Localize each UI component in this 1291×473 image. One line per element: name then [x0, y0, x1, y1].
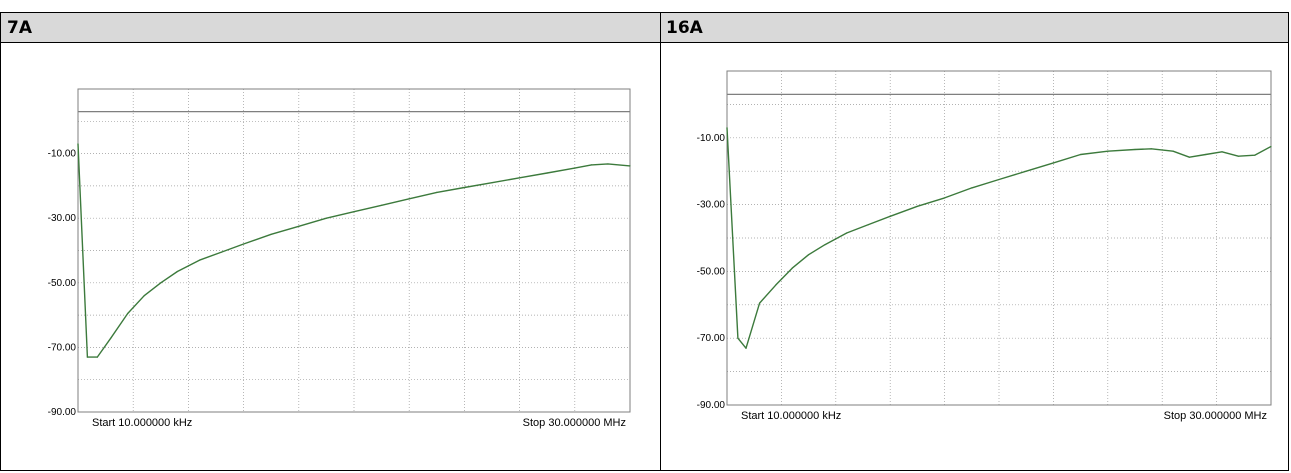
trace-point: [846, 232, 848, 234]
trace-point: [408, 198, 410, 200]
y-tick-label: -30.00: [48, 213, 77, 224]
stop-frequency-label: Stop 30.000000 MHz: [523, 417, 626, 429]
trace-point: [867, 224, 870, 226]
trace-point: [1188, 156, 1190, 158]
trace-point: [1052, 162, 1054, 164]
trace-point: [1150, 148, 1152, 150]
trace-point: [325, 217, 327, 219]
trace-point: [160, 282, 162, 284]
trace-point: [1237, 155, 1239, 157]
trace-point: [491, 182, 493, 184]
trace-point: [737, 337, 739, 339]
trace-point: [791, 267, 793, 269]
trace-point: [629, 165, 631, 167]
trace-point: [353, 211, 355, 213]
trace-point: [1205, 153, 1207, 156]
plot-frame: [726, 70, 1272, 406]
trace-point: [998, 178, 1000, 181]
y-tick-label: -90.00: [697, 400, 726, 411]
trace-point: [519, 177, 521, 179]
trace-point: [726, 127, 728, 129]
trace-point: [143, 295, 145, 297]
trace-point: [1107, 150, 1109, 152]
trace-point: [889, 215, 891, 217]
panel-header-16a: 16A: [660, 13, 1288, 43]
trace-point: [574, 167, 576, 169]
trace-point: [1080, 153, 1082, 156]
trace-point: [808, 254, 810, 256]
trace-point: [463, 186, 465, 189]
chart-7a: -10.00 -30.00 -50.00 -70.00 -90.00 Start 10.0…: [48, 88, 631, 429]
results-table: 7A 16A -10.00 -30.00 -50.00 -70.00 -90.00 Sta…: [0, 12, 1289, 471]
plot-frame: [77, 88, 631, 413]
trace-point: [971, 187, 973, 189]
trace-point: [944, 197, 946, 199]
y-tick-label: -50.00: [697, 266, 726, 277]
y-tick-label: -70.00: [48, 342, 77, 353]
chart-16a: -10.00 -30.00 -50.00 -70.00 -90.00 Start 10.0…: [697, 70, 1272, 422]
trace-point: [127, 312, 129, 315]
trace-point: [1254, 154, 1256, 156]
trace-point: [243, 243, 245, 245]
trace-line: [77, 143, 631, 358]
trace-point: [1270, 145, 1272, 148]
trace-point: [220, 251, 223, 253]
trace-point: [916, 205, 918, 207]
trace-point: [86, 356, 88, 358]
trace-point: [1221, 151, 1223, 153]
trace-point: [1172, 150, 1174, 152]
trace-point: [745, 347, 747, 349]
trace-line: [726, 127, 1272, 349]
trace-point: [298, 225, 300, 227]
trace-point: [110, 337, 112, 339]
trace-point: [607, 163, 609, 165]
y-tick-label: -70.00: [697, 333, 726, 344]
trace-point: [1134, 148, 1136, 151]
stop-frequency-label: Stop 30.000000 MHz: [1164, 410, 1267, 422]
trace-point: [1025, 170, 1027, 172]
trace-point: [775, 284, 777, 286]
y-tick-label: -30.00: [697, 200, 726, 211]
trace-point: [759, 302, 761, 304]
trace-point: [96, 356, 98, 358]
trace-point: [77, 143, 79, 145]
trace-point: [824, 244, 826, 246]
panel-header-7a: 7A: [1, 13, 660, 43]
trace-point: [436, 191, 438, 193]
trace-point: [546, 172, 548, 174]
y-tick-label: -90.00: [48, 407, 77, 418]
trace-point: [381, 204, 383, 206]
trace-point: [176, 270, 178, 273]
y-tick-label: -10.00: [697, 133, 726, 144]
start-frequency-label: Start 10.000000 kHz: [92, 417, 192, 429]
trace-point: [590, 164, 592, 166]
y-tick-label: -50.00: [48, 278, 77, 289]
trace-point: [198, 259, 201, 261]
column-divider: [660, 13, 661, 470]
start-frequency-label: Start 10.000000 kHz: [741, 410, 841, 422]
trace-point: [270, 233, 272, 235]
y-tick-label: -10.00: [48, 149, 77, 160]
